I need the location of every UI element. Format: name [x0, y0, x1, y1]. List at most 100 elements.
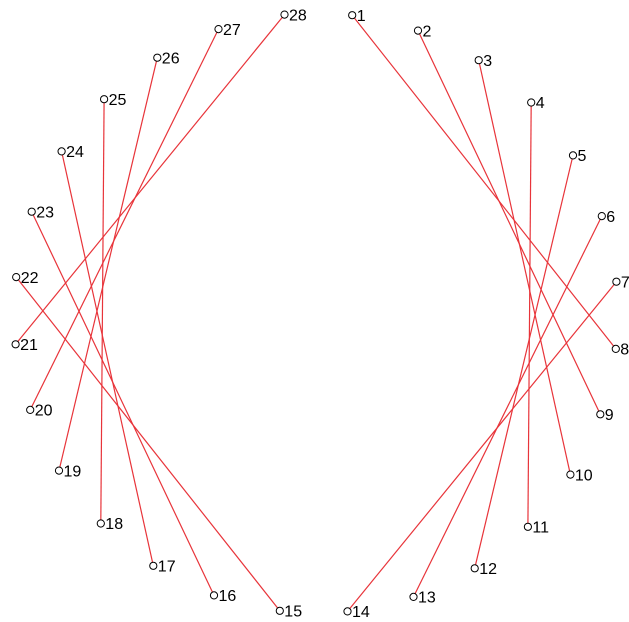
chord-6-13 — [412, 215, 603, 598]
node-27: 27 — [214, 22, 241, 39]
node-marker — [597, 212, 606, 221]
node-label: 4 — [536, 95, 545, 112]
node-25: 25 — [100, 92, 127, 109]
node-marker — [26, 405, 35, 414]
chord-19-26 — [58, 57, 158, 471]
node-5: 5 — [568, 148, 587, 165]
chord-17-24 — [61, 151, 154, 566]
node-marker — [57, 147, 66, 156]
node-label: 1 — [357, 8, 366, 25]
node-13: 13 — [409, 590, 436, 607]
node-label: 26 — [162, 50, 180, 67]
node-label: 6 — [606, 209, 615, 226]
node-marker — [54, 466, 64, 475]
node-marker — [596, 410, 605, 419]
node-marker — [96, 519, 105, 528]
node-label: 24 — [66, 144, 84, 161]
chord-2-9 — [417, 30, 601, 415]
node-label: 17 — [158, 559, 176, 576]
node-4: 4 — [527, 95, 545, 112]
node-marker — [413, 26, 423, 35]
node-label: 7 — [621, 274, 629, 291]
node-label: 25 — [109, 92, 127, 109]
node-marker — [209, 591, 219, 600]
node-15: 15 — [275, 604, 302, 621]
node-marker — [153, 53, 162, 62]
node-marker — [527, 98, 536, 107]
chord-lines — [15, 14, 617, 612]
node-marker — [343, 607, 352, 616]
node-19: 19 — [54, 463, 82, 480]
node-11: 11 — [523, 520, 549, 537]
node-label: 18 — [105, 516, 123, 533]
node-20: 20 — [26, 403, 53, 420]
node-28: 28 — [280, 7, 307, 24]
node-label: 23 — [36, 204, 54, 221]
node-label: 16 — [219, 588, 237, 605]
diagram-nodes: 1234567891011121314151617181920212223242… — [11, 7, 629, 621]
node-label: 22 — [21, 270, 39, 287]
node-9: 9 — [596, 407, 614, 424]
chord-21-28 — [15, 14, 285, 345]
node-label: 19 — [64, 463, 82, 480]
node-marker — [474, 56, 483, 65]
node-marker — [568, 151, 578, 160]
node-label: 12 — [479, 561, 497, 578]
chord-15-22 — [15, 276, 281, 612]
node-label: 11 — [532, 520, 549, 537]
node-17: 17 — [149, 559, 176, 576]
node-label: 3 — [483, 53, 492, 70]
node-10: 10 — [566, 467, 593, 484]
node-marker — [12, 273, 21, 282]
node-marker — [275, 606, 284, 615]
node-12: 12 — [470, 561, 497, 578]
node-label: 2 — [423, 23, 432, 40]
node-label: 5 — [578, 148, 587, 165]
node-marker — [27, 207, 36, 216]
node-marker — [566, 470, 575, 479]
node-label: 8 — [620, 342, 629, 359]
node-6: 6 — [597, 209, 615, 226]
node-24: 24 — [57, 144, 84, 161]
chord-5-12 — [474, 155, 574, 569]
node-label: 28 — [289, 7, 307, 24]
node-marker — [523, 522, 533, 531]
node-label: 15 — [284, 604, 302, 621]
node-marker — [470, 564, 479, 573]
node-label: 13 — [418, 590, 436, 607]
node-18: 18 — [96, 516, 123, 533]
node-14: 14 — [343, 604, 370, 621]
chord-20-27 — [29, 28, 220, 411]
node-marker — [100, 95, 109, 104]
chord-16-23 — [31, 211, 215, 596]
node-marker — [612, 277, 621, 286]
node-label: 20 — [35, 403, 53, 420]
node-3: 3 — [474, 53, 492, 70]
chord-1-8 — [351, 14, 617, 350]
node-26: 26 — [153, 50, 180, 67]
node-label: 9 — [605, 407, 614, 424]
node-label: 27 — [223, 22, 241, 39]
node-marker — [214, 25, 223, 34]
node-marker — [409, 592, 418, 602]
node-marker — [348, 11, 357, 20]
node-2: 2 — [413, 23, 432, 40]
chord-4-11 — [527, 102, 532, 527]
node-8: 8 — [611, 342, 629, 359]
node-23: 23 — [27, 204, 54, 221]
node-1: 1 — [348, 8, 366, 25]
node-marker — [280, 10, 289, 19]
node-22: 22 — [12, 270, 39, 287]
chord-18-25 — [100, 99, 105, 524]
node-marker — [149, 561, 158, 570]
chord-7-14 — [347, 281, 617, 612]
node-marker — [611, 344, 620, 353]
node-label: 14 — [352, 604, 370, 621]
node-marker — [11, 340, 20, 349]
node-16: 16 — [209, 588, 237, 605]
chord-3-10 — [478, 60, 571, 475]
node-7: 7 — [612, 274, 629, 291]
node-21: 21 — [11, 337, 38, 354]
node-label: 21 — [20, 337, 38, 354]
